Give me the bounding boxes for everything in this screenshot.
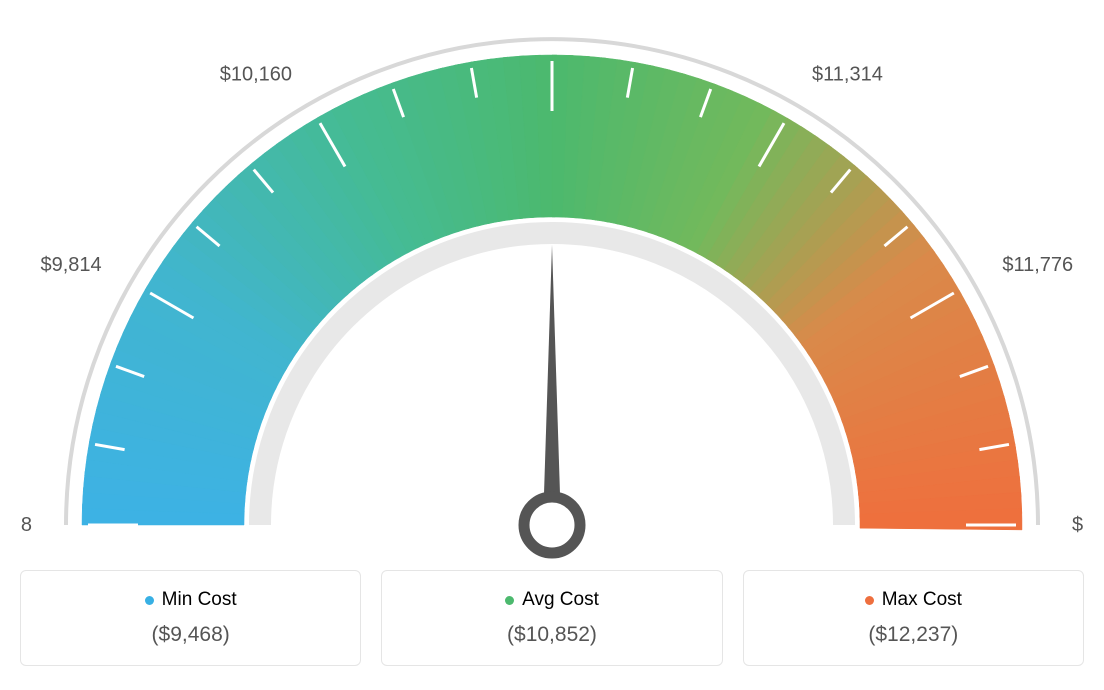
legend-card-max: Max Cost ($12,237) <box>743 570 1084 666</box>
svg-text:$12,237: $12,237 <box>1072 514 1084 536</box>
svg-text:$11,776: $11,776 <box>1002 254 1073 276</box>
legend-card-avg: Avg Cost ($10,852) <box>381 570 722 666</box>
dot-icon <box>865 596 874 605</box>
legend-value-min: ($9,468) <box>41 623 340 647</box>
legend-title-avg-text: Avg Cost <box>522 589 599 611</box>
cost-gauge-chart: $9,468$9,814$10,160$10,852$11,314$11,776… <box>20 20 1084 666</box>
legend-title-avg: Avg Cost <box>402 589 701 611</box>
svg-text:$9,814: $9,814 <box>40 254 101 276</box>
legend-row: Min Cost ($9,468) Avg Cost ($10,852) Max… <box>20 570 1084 666</box>
legend-title-min-text: Min Cost <box>162 589 237 611</box>
svg-text:$11,314: $11,314 <box>812 64 883 86</box>
svg-text:$9,468: $9,468 <box>20 514 32 536</box>
svg-text:$10,160: $10,160 <box>220 64 292 86</box>
legend-value-max: ($12,237) <box>764 623 1063 647</box>
gauge-svg: $9,468$9,814$10,160$10,852$11,314$11,776… <box>20 20 1084 560</box>
legend-card-min: Min Cost ($9,468) <box>20 570 361 666</box>
legend-value-avg: ($10,852) <box>402 623 701 647</box>
dot-icon <box>145 596 154 605</box>
legend-title-max-text: Max Cost <box>882 589 962 611</box>
gauge-svg-container: $9,468$9,814$10,160$10,852$11,314$11,776… <box>20 20 1084 560</box>
legend-title-min: Min Cost <box>41 589 340 611</box>
legend-title-max: Max Cost <box>764 589 1063 611</box>
dot-icon <box>505 596 514 605</box>
